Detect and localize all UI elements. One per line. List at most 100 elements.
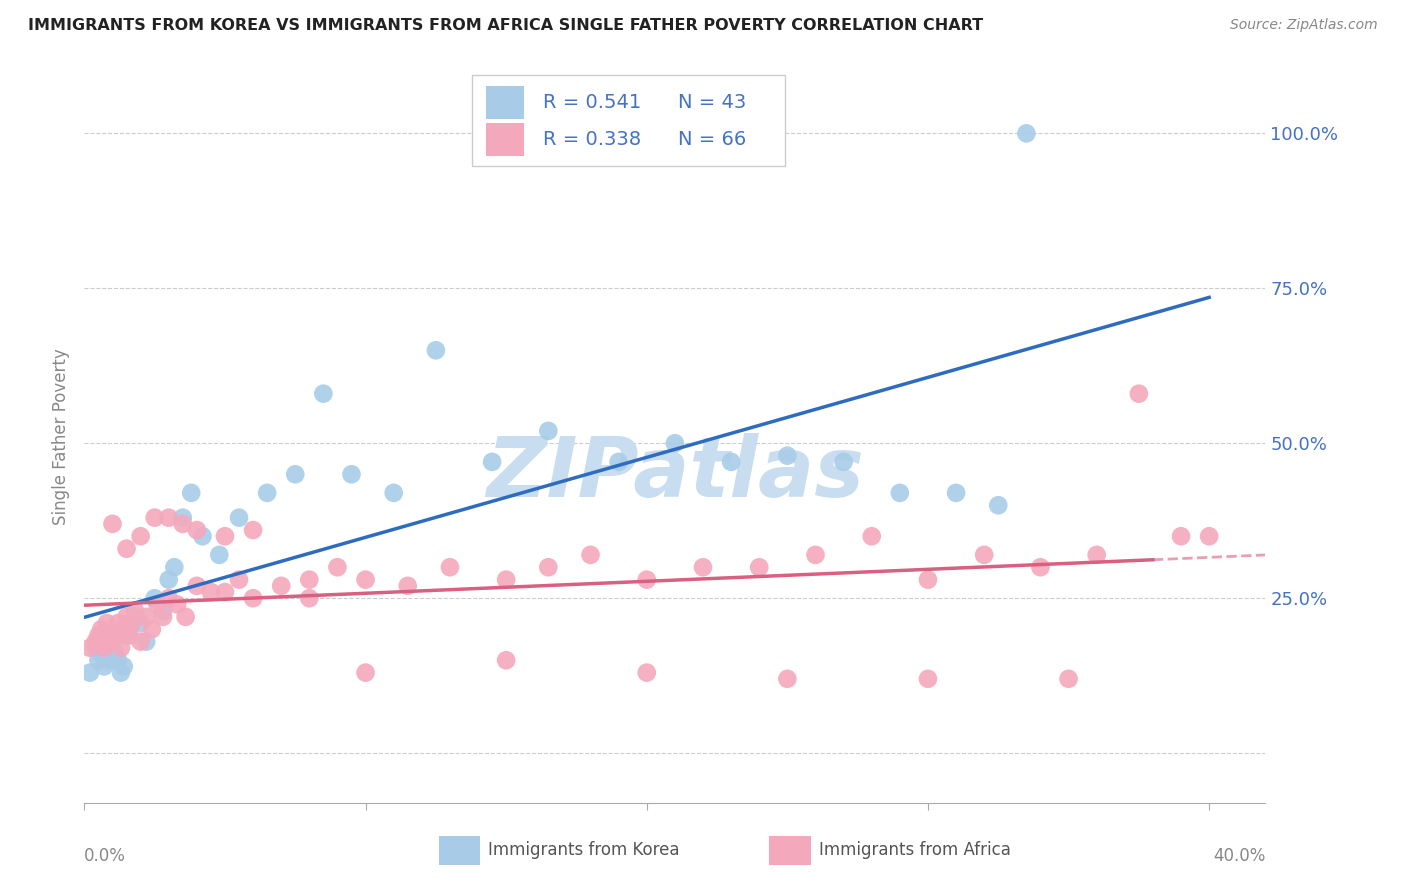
Point: [1170, 529, 1192, 543]
Point: [987, 498, 1010, 512]
Point: [270, 579, 292, 593]
Point: [636, 665, 658, 680]
Point: [90, 647, 112, 661]
Text: IMMIGRANTS FROM KOREA VS IMMIGRANTS FROM AFRICA SINGLE FATHER POVERTY CORRELATIO: IMMIGRANTS FROM KOREA VS IMMIGRANTS FROM…: [28, 18, 983, 33]
Text: 0.0%: 0.0%: [84, 847, 127, 864]
Point: [945, 486, 967, 500]
Y-axis label: Single Father Poverty: Single Father Poverty: [52, 349, 70, 525]
Point: [96, 634, 118, 648]
Point: [172, 510, 194, 524]
Point: [425, 343, 447, 358]
Point: [174, 610, 197, 624]
Point: [84, 640, 107, 655]
Point: [889, 486, 911, 500]
Point: [163, 560, 186, 574]
Point: [146, 598, 169, 612]
Point: [860, 529, 883, 543]
Point: [776, 449, 799, 463]
FancyBboxPatch shape: [769, 836, 811, 865]
Point: [98, 653, 121, 667]
Point: [1085, 548, 1108, 562]
Point: [636, 573, 658, 587]
Text: R = 0.541: R = 0.541: [543, 94, 641, 112]
Point: [214, 529, 236, 543]
Point: [214, 585, 236, 599]
Point: [186, 523, 208, 537]
Point: [354, 573, 377, 587]
Point: [166, 598, 188, 612]
Point: [200, 585, 222, 599]
Point: [495, 653, 517, 667]
FancyBboxPatch shape: [472, 75, 785, 167]
FancyBboxPatch shape: [486, 87, 523, 120]
Point: [129, 529, 152, 543]
Point: [110, 640, 132, 655]
Point: [396, 579, 419, 593]
Point: [129, 634, 152, 648]
Point: [96, 615, 118, 630]
Point: [354, 665, 377, 680]
Point: [340, 467, 363, 482]
Point: [93, 640, 115, 655]
Point: [180, 486, 202, 500]
Point: [832, 455, 855, 469]
Point: [1198, 529, 1220, 543]
Point: [720, 455, 742, 469]
Point: [298, 591, 321, 606]
Point: [256, 486, 278, 500]
Point: [101, 640, 124, 655]
Point: [112, 659, 135, 673]
FancyBboxPatch shape: [439, 836, 479, 865]
Point: [284, 467, 307, 482]
Point: [1015, 126, 1038, 140]
Point: [87, 628, 110, 642]
Point: [110, 665, 132, 680]
Point: [115, 610, 138, 624]
Point: [157, 573, 180, 587]
Point: [382, 486, 405, 500]
Point: [692, 560, 714, 574]
Text: Immigrants from Africa: Immigrants from Africa: [818, 841, 1011, 859]
Point: [776, 672, 799, 686]
Point: [107, 615, 129, 630]
Point: [242, 523, 264, 537]
Point: [141, 622, 163, 636]
Point: [107, 653, 129, 667]
Text: Source: ZipAtlas.com: Source: ZipAtlas.com: [1230, 18, 1378, 32]
Point: [298, 573, 321, 587]
Point: [1128, 386, 1150, 401]
Point: [228, 510, 250, 524]
Point: [84, 634, 107, 648]
Point: [537, 560, 560, 574]
Point: [79, 640, 101, 655]
Point: [579, 548, 602, 562]
Point: [1057, 672, 1080, 686]
Point: [973, 548, 995, 562]
Point: [172, 516, 194, 531]
Point: [157, 510, 180, 524]
Point: [917, 573, 939, 587]
Point: [124, 604, 146, 618]
Point: [121, 615, 143, 630]
Point: [748, 560, 770, 574]
Point: [1029, 560, 1052, 574]
Text: N = 43: N = 43: [679, 94, 747, 112]
Point: [186, 579, 208, 593]
Point: [118, 628, 141, 642]
Point: [129, 615, 152, 630]
Point: [607, 455, 630, 469]
Point: [135, 634, 157, 648]
Point: [93, 659, 115, 673]
Point: [79, 665, 101, 680]
Point: [104, 628, 127, 642]
Point: [157, 591, 180, 606]
Point: [917, 672, 939, 686]
Text: N = 66: N = 66: [679, 130, 747, 149]
Point: [481, 455, 503, 469]
Point: [152, 604, 174, 618]
Point: [152, 610, 174, 624]
Point: [312, 386, 335, 401]
Point: [124, 610, 146, 624]
Point: [98, 634, 121, 648]
Point: [101, 516, 124, 531]
